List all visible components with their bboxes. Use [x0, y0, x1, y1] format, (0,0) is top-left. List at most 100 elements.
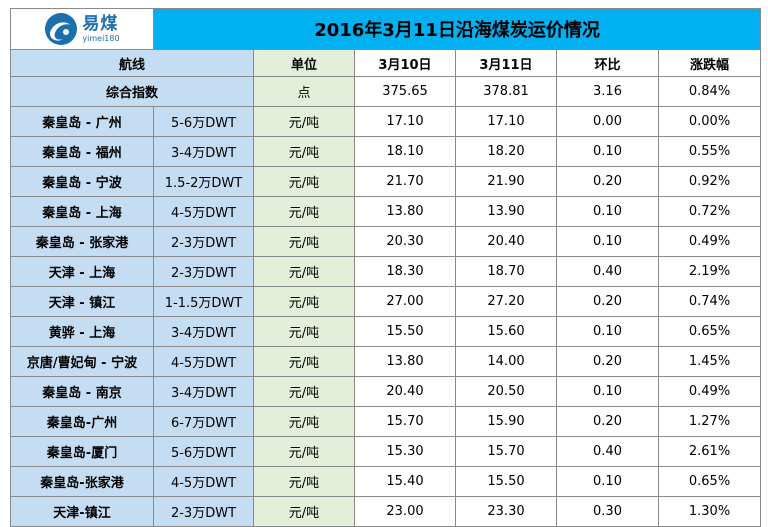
table-row: 秦皇岛 - 福州 3-4万DWT 元/吨 18.10 18.20 0.10 0.55% [10, 136, 762, 167]
table-row: 秦皇岛 - 宁波 1.5-2万DWT 元/吨 21.70 21.90 0.20 0.92% [10, 166, 762, 197]
date-2-value: 23.30 [455, 496, 557, 527]
zdf-value: 0.74% [657, 286, 762, 317]
index-d2: 378.81 [455, 76, 557, 107]
date-1-value: 18.10 [354, 136, 456, 167]
hb-value: 0.10 [556, 226, 659, 257]
index-zdf: 0.84% [657, 76, 762, 107]
unit-cell: 元/吨 [253, 106, 355, 137]
hb-value: 0.10 [556, 466, 659, 497]
unit-cell: 元/吨 [253, 346, 355, 377]
hb-value: 0.20 [556, 166, 659, 197]
date-2-value: 15.60 [455, 316, 557, 347]
date-2-value: 15.90 [455, 406, 557, 437]
table-row: 秦皇岛-广州 6-7万DWT 元/吨 15.70 15.90 0.20 1.27% [10, 406, 762, 437]
ship-size-cell: 2-3万DWT [153, 226, 254, 257]
date-1-value: 13.80 [354, 346, 456, 377]
table-row: 秦皇岛 - 张家港 2-3万DWT 元/吨 20.30 20.40 0.10 0.49% [10, 226, 762, 257]
table-row: 秦皇岛 - 上海 4-5万DWT 元/吨 13.80 13.90 0.10 0.72% [10, 196, 762, 227]
logo: 易煤 yimei180 [12, 10, 153, 48]
hb-value: 0.00 [556, 106, 659, 137]
date-2-value: 18.20 [455, 136, 557, 167]
unit-cell: 元/吨 [253, 406, 355, 437]
ship-size-cell: 2-3万DWT [153, 256, 254, 287]
header-unit: 单位 [253, 49, 355, 77]
route-cell: 秦皇岛 - 福州 [10, 136, 154, 167]
ship-size-cell: 5-6万DWT [153, 436, 254, 467]
zdf-value: 1.30% [657, 496, 762, 527]
ship-size-cell: 4-5万DWT [153, 466, 254, 497]
header-route: 航线 [10, 49, 254, 77]
price-table-container: 易煤 yimei180 2016年3月11日沿海煤炭运价情况 航线 单位 3月1… [10, 8, 762, 527]
date-1-value: 20.30 [354, 226, 456, 257]
date-2-value: 20.40 [455, 226, 557, 257]
zdf-value: 1.45% [657, 346, 762, 377]
header-zdf: 涨跌幅 [657, 49, 762, 77]
date-2-value: 18.70 [455, 256, 557, 287]
ship-size-cell: 1-1.5万DWT [153, 286, 254, 317]
ship-size-cell: 2-3万DWT [153, 496, 254, 527]
route-cell: 天津-镇江 [10, 496, 154, 527]
table-row: 秦皇岛-厦门 5-6万DWT 元/吨 15.30 15.70 0.40 2.61% [10, 436, 762, 467]
hb-value: 0.10 [556, 316, 659, 347]
unit-cell: 元/吨 [253, 316, 355, 347]
logo-cell: 易煤 yimei180 [10, 8, 154, 50]
page-title: 2016年3月11日沿海煤炭运价情况 [152, 8, 762, 50]
hb-value: 0.40 [556, 256, 659, 287]
index-label: 综合指数 [10, 76, 254, 107]
zdf-value: 0.65% [657, 466, 762, 497]
route-cell: 秦皇岛 - 南京 [10, 376, 154, 407]
table-row: 京唐/曹妃甸 - 宁波 4-5万DWT 元/吨 13.80 14.00 0.20 1.45% [10, 346, 762, 377]
title-row: 易煤 yimei180 2016年3月11日沿海煤炭运价情况 [10, 8, 762, 50]
table-row: 秦皇岛 - 南京 3-4万DWT 元/吨 20.40 20.50 0.10 0.49% [10, 376, 762, 407]
index-row: 综合指数 点 375.65 378.81 3.16 0.84% [10, 76, 762, 107]
hb-value: 0.10 [556, 136, 659, 167]
zdf-value: 0.72% [657, 196, 762, 227]
hb-value: 0.20 [556, 406, 659, 437]
zdf-value: 0.00% [657, 106, 762, 137]
route-cell: 天津 - 镇江 [10, 286, 154, 317]
table-row: 黄骅 - 上海 3-4万DWT 元/吨 15.50 15.60 0.10 0.65% [10, 316, 762, 347]
table-row: 秦皇岛 - 广州 5-6万DWT 元/吨 17.10 17.10 0.00 0.00% [10, 106, 762, 137]
unit-cell: 元/吨 [253, 436, 355, 467]
ship-size-cell: 3-4万DWT [153, 376, 254, 407]
unit-cell: 元/吨 [253, 466, 355, 497]
hb-value: 0.40 [556, 436, 659, 467]
header-date-1: 3月10日 [354, 49, 456, 77]
date-2-value: 20.50 [455, 376, 557, 407]
route-cell: 秦皇岛 - 宁波 [10, 166, 154, 197]
unit-cell: 元/吨 [253, 286, 355, 317]
route-cell: 黄骅 - 上海 [10, 316, 154, 347]
date-1-value: 15.40 [354, 466, 456, 497]
hb-value: 0.20 [556, 286, 659, 317]
header-row: 航线 单位 3月10日 3月11日 环比 涨跌幅 [10, 49, 762, 77]
ship-size-cell: 3-4万DWT [153, 136, 254, 167]
index-unit: 点 [253, 76, 355, 107]
date-1-value: 23.00 [354, 496, 456, 527]
unit-cell: 元/吨 [253, 496, 355, 527]
route-cell: 秦皇岛 - 广州 [10, 106, 154, 137]
ship-size-cell: 1.5-2万DWT [153, 166, 254, 197]
date-2-value: 15.50 [455, 466, 557, 497]
date-1-value: 15.70 [354, 406, 456, 437]
unit-cell: 元/吨 [253, 256, 355, 287]
unit-cell: 元/吨 [253, 136, 355, 167]
zdf-value: 2.19% [657, 256, 762, 287]
index-hb: 3.16 [556, 76, 659, 107]
header-date-2: 3月11日 [455, 49, 557, 77]
date-1-value: 13.80 [354, 196, 456, 227]
logo-en-text: yimei180 [82, 33, 120, 43]
header-hb: 环比 [556, 49, 659, 77]
route-cell: 秦皇岛 - 张家港 [10, 226, 154, 257]
unit-cell: 元/吨 [253, 226, 355, 257]
table-row: 天津-镇江 2-3万DWT 元/吨 23.00 23.30 0.30 1.30% [10, 496, 762, 527]
hb-value: 0.30 [556, 496, 659, 527]
date-2-value: 21.90 [455, 166, 557, 197]
date-1-value: 27.00 [354, 286, 456, 317]
ship-size-cell: 4-5万DWT [153, 196, 254, 227]
route-cell: 天津 - 上海 [10, 256, 154, 287]
ship-size-cell: 6-7万DWT [153, 406, 254, 437]
date-2-value: 13.90 [455, 196, 557, 227]
yimei-logo-icon [45, 13, 78, 45]
route-cell: 秦皇岛-张家港 [10, 466, 154, 497]
zdf-value: 0.49% [657, 226, 762, 257]
